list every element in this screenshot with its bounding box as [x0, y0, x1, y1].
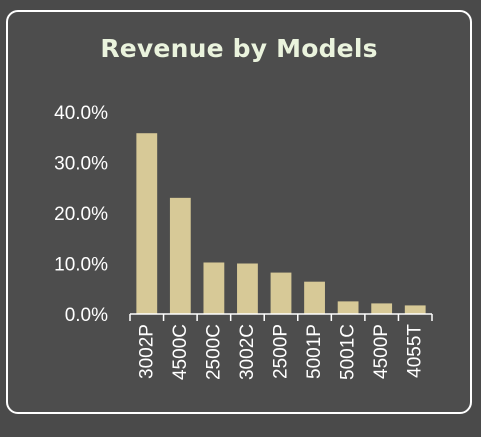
chart-panel: Revenue by Models: [6, 10, 472, 414]
x-axis: 3002P 4500C 2500C 3002C 2500P 5001P 5001C 4500P…: [129, 314, 433, 380]
y-tick-label: 10.0%: [54, 255, 108, 276]
bar: [337, 301, 359, 314]
bar: [371, 303, 393, 314]
y-tick-label: 20.0%: [54, 204, 108, 225]
x-tick-label: 4500C: [170, 324, 191, 380]
bar: [270, 272, 292, 314]
bar: [136, 133, 158, 314]
bars: [136, 133, 426, 314]
y-axis: 0.0% 10.0% 20.0% 30.0% 40.0%: [54, 103, 108, 326]
x-tick-label: 3002P: [136, 324, 157, 379]
bar: [404, 305, 426, 314]
x-tick-label: 2500P: [271, 324, 292, 379]
y-tick-label: 40.0%: [54, 103, 108, 124]
y-tick-label: 30.0%: [54, 154, 108, 175]
x-tick-label: 3002C: [237, 324, 258, 380]
chart-title: Revenue by Models: [100, 34, 378, 63]
x-tick-label: 4500P: [371, 324, 392, 379]
x-tick-label: 5001C: [338, 324, 359, 380]
x-tick-label: 4055T: [405, 324, 426, 378]
bar: [237, 263, 258, 314]
bar: [203, 262, 225, 314]
x-tick-label: 2500C: [203, 324, 224, 380]
bar: [169, 197, 191, 314]
bar: [304, 281, 325, 314]
y-tick-label: 0.0%: [65, 305, 108, 326]
x-tick-label: 5001P: [304, 324, 325, 379]
